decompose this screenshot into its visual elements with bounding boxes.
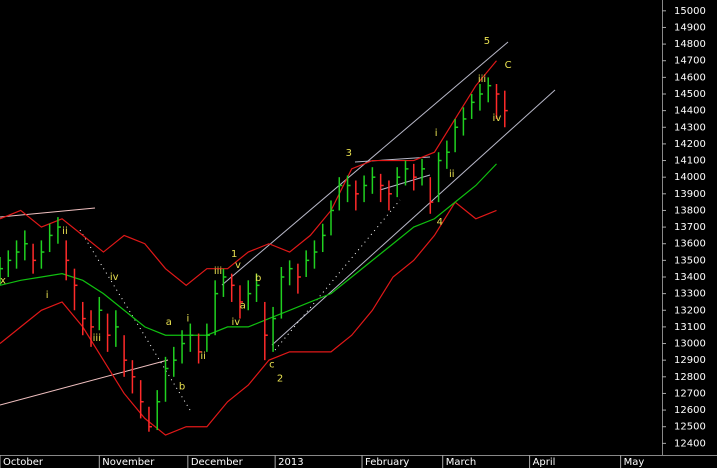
y-tick-label: 13400 bbox=[674, 272, 706, 283]
y-tick-label: 13300 bbox=[674, 289, 706, 300]
x-tick-label: February bbox=[365, 457, 409, 468]
wave-label: ii bbox=[62, 226, 68, 237]
wave-label: iii bbox=[478, 74, 486, 85]
background bbox=[0, 0, 717, 468]
y-tick-label: 13700 bbox=[674, 222, 706, 233]
wave-label: iv bbox=[110, 272, 119, 283]
wave-label: 1 bbox=[231, 249, 237, 260]
y-tick-label: 14300 bbox=[674, 122, 706, 133]
wave-label: iii bbox=[214, 266, 222, 277]
y-tick-label: 13800 bbox=[674, 205, 706, 216]
y-tick-label: 13600 bbox=[674, 239, 706, 250]
y-tick-label: 14200 bbox=[674, 139, 706, 150]
y-tick-label: 13000 bbox=[674, 339, 706, 350]
x-tick-label: 2013 bbox=[278, 457, 303, 468]
x-tick-label: December bbox=[191, 457, 244, 468]
y-tick-label: 12600 bbox=[674, 405, 706, 416]
y-tick-label: 12700 bbox=[674, 388, 706, 399]
wave-label: 2 bbox=[277, 373, 283, 384]
y-tick-label: 13500 bbox=[674, 255, 706, 266]
y-tick-label: 12500 bbox=[674, 422, 706, 433]
y-tick-label: 14800 bbox=[674, 39, 706, 50]
wave-label: 4 bbox=[437, 217, 443, 228]
wave-label: 3 bbox=[346, 148, 352, 159]
y-tick-label: 13100 bbox=[674, 322, 706, 333]
y-tick-label: 14700 bbox=[674, 56, 706, 67]
wave-label: a bbox=[166, 317, 172, 328]
x-tick-label: November bbox=[102, 457, 155, 468]
y-tick-label: 15000 bbox=[674, 6, 706, 17]
wave-label: i bbox=[435, 128, 438, 139]
wave-label: C bbox=[505, 60, 512, 71]
y-tick-label: 13200 bbox=[674, 305, 706, 316]
x-tick-label: October bbox=[3, 457, 44, 468]
wave-label: iv bbox=[231, 317, 240, 328]
y-tick-label: 14100 bbox=[674, 156, 706, 167]
page: 12400 12500 12600 12700 12800 12900 13000 13100… bbox=[0, 0, 717, 468]
y-tick-label: 14600 bbox=[674, 72, 706, 83]
y-tick-label: 14500 bbox=[674, 89, 706, 100]
wave-label: i bbox=[186, 313, 189, 324]
x-tick-label: May bbox=[624, 457, 645, 468]
wave-label: x bbox=[0, 275, 6, 286]
wave-label: iv bbox=[493, 113, 502, 124]
y-tick-label: 12400 bbox=[674, 438, 706, 449]
wave-label: ii bbox=[449, 169, 455, 180]
x-tick-label: April bbox=[533, 457, 556, 468]
chart: 12400 12500 12600 12700 12800 12900 13000 13100… bbox=[0, 0, 717, 468]
y-tick-label: 13900 bbox=[674, 189, 706, 200]
wave-label: i bbox=[46, 290, 49, 301]
wave-label: a bbox=[240, 300, 246, 311]
y-tick-label: 12900 bbox=[674, 355, 706, 366]
y-tick-label: 14000 bbox=[674, 172, 706, 183]
wave-label: ii bbox=[200, 351, 206, 362]
y-tick-label: 12800 bbox=[674, 372, 706, 383]
wave-label: v bbox=[235, 260, 241, 271]
wave-label: b bbox=[255, 273, 261, 284]
x-tick-label: March bbox=[446, 457, 476, 468]
y-tick-label: 14400 bbox=[674, 106, 706, 117]
y-tick-label: 14900 bbox=[674, 22, 706, 33]
wave-label: b bbox=[179, 381, 185, 392]
wave-label: iii bbox=[93, 333, 101, 344]
wave-label: 5 bbox=[484, 36, 490, 47]
wave-label: c bbox=[269, 359, 275, 370]
